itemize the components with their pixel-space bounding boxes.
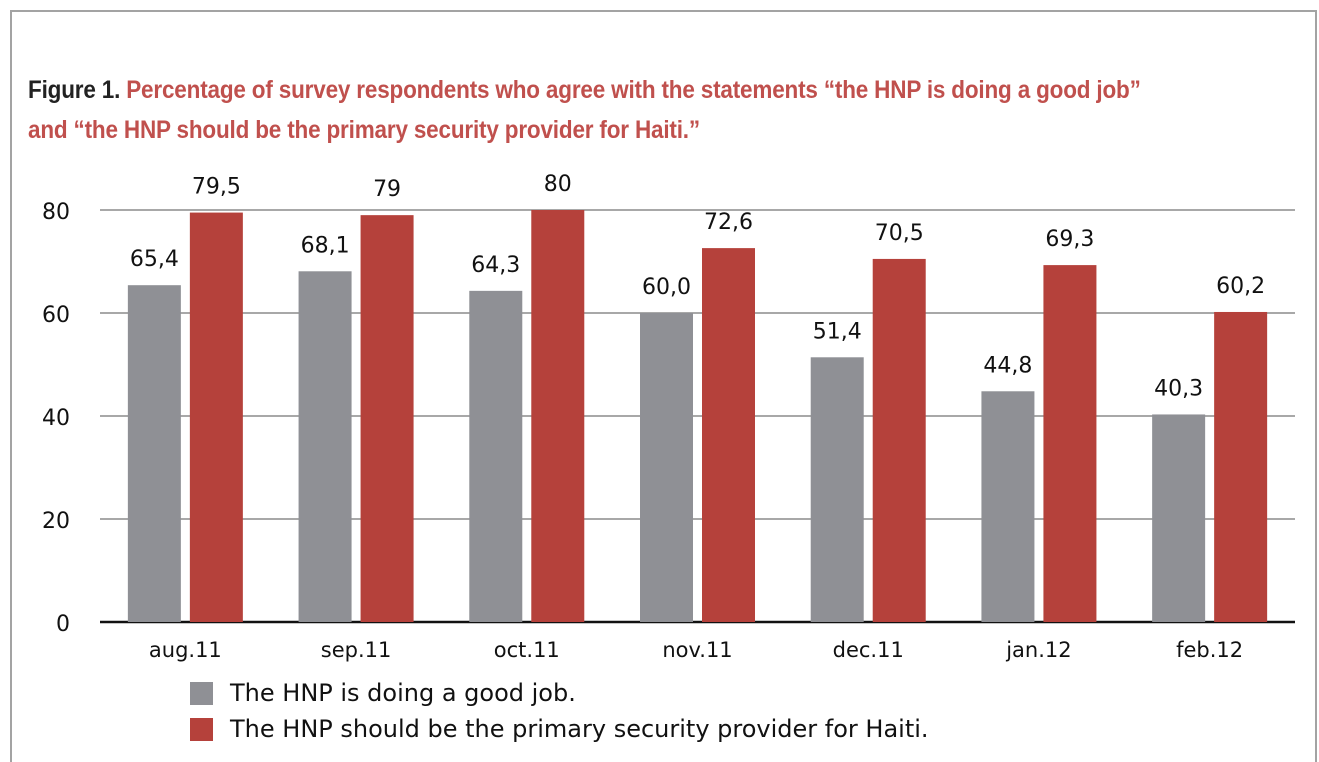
- bar-primary-provider: [1214, 311, 1268, 622]
- data-label: 60,0: [642, 275, 691, 300]
- bar-good-job: [981, 391, 1035, 622]
- legend-swatch-gray: [190, 681, 213, 705]
- legend: The HNP is doing a good job. The HNP sho…: [190, 675, 929, 747]
- data-labels: 65,4 79,5 68,1 79 64,3 80 60,0 72,6 51,4 70,5 44,8…: [130, 172, 1265, 401]
- data-label: 70,5: [875, 221, 924, 246]
- bar-primary-provider: [872, 258, 926, 622]
- data-label: 79,5: [192, 175, 241, 200]
- gridlines: [100, 209, 1295, 624]
- figure-caption: Percentage of survey respondents who agr…: [28, 76, 1141, 144]
- bar-primary-provider: [702, 248, 755, 623]
- x-tick-label: jan.12: [1005, 638, 1071, 662]
- data-label: 68,1: [301, 233, 350, 258]
- bar-primary-provider: [1043, 265, 1097, 622]
- legend-item-primary-provider: The HNP should be the primary security p…: [190, 711, 929, 747]
- bar-good-job: [298, 271, 352, 622]
- figure-title: Figure 1. Percentage of survey responden…: [28, 70, 1162, 150]
- y-tick-label: 60: [42, 303, 70, 328]
- bar-good-job: [127, 285, 181, 622]
- y-axis-ticks: 0 20 40 60 80: [42, 200, 70, 637]
- x-axis-ticks: aug.11 sep.11 oct.11 nov.11 dec.11 jan.12 feb.…: [149, 638, 1243, 662]
- data-label: 72,6: [704, 210, 753, 235]
- data-label: 64,3: [471, 253, 520, 278]
- data-label: 65,4: [130, 247, 179, 272]
- x-tick-label: oct.11: [494, 638, 560, 662]
- y-tick-label: 0: [56, 612, 70, 637]
- legend-label-good-job: The HNP is doing a good job.: [230, 679, 576, 707]
- data-label: 69,3: [1045, 227, 1094, 252]
- bar-good-job: [469, 290, 523, 622]
- figure-number: Figure 1.: [28, 76, 121, 104]
- bar-primary-provider: [531, 210, 585, 622]
- x-tick-label: nov.11: [662, 638, 732, 662]
- legend-swatch-red: [190, 717, 213, 741]
- x-tick-label: aug.11: [149, 638, 222, 662]
- data-label: 79: [373, 177, 401, 202]
- x-tick-label: sep.11: [321, 638, 392, 662]
- bar-good-job: [1152, 414, 1206, 622]
- bars: [127, 210, 1268, 623]
- y-tick-label: 80: [42, 200, 70, 225]
- bar-primary-provider: [189, 212, 243, 622]
- y-tick-label: 20: [42, 509, 70, 534]
- x-tick-label: dec.11: [833, 638, 904, 662]
- legend-item-good-job: The HNP is doing a good job.: [190, 675, 929, 711]
- data-label: 80: [544, 172, 572, 197]
- legend-label-primary-provider: The HNP should be the primary security p…: [230, 715, 929, 743]
- bar-good-job: [640, 313, 693, 622]
- data-label: 40,3: [1154, 376, 1203, 401]
- data-label: 44,8: [983, 353, 1032, 378]
- y-tick-label: 40: [42, 406, 70, 431]
- x-tick-label: feb.12: [1176, 638, 1243, 662]
- data-label: 51,4: [813, 319, 862, 344]
- bar-good-job: [810, 357, 864, 622]
- data-label: 60,2: [1216, 274, 1265, 299]
- bar-primary-provider: [360, 215, 414, 622]
